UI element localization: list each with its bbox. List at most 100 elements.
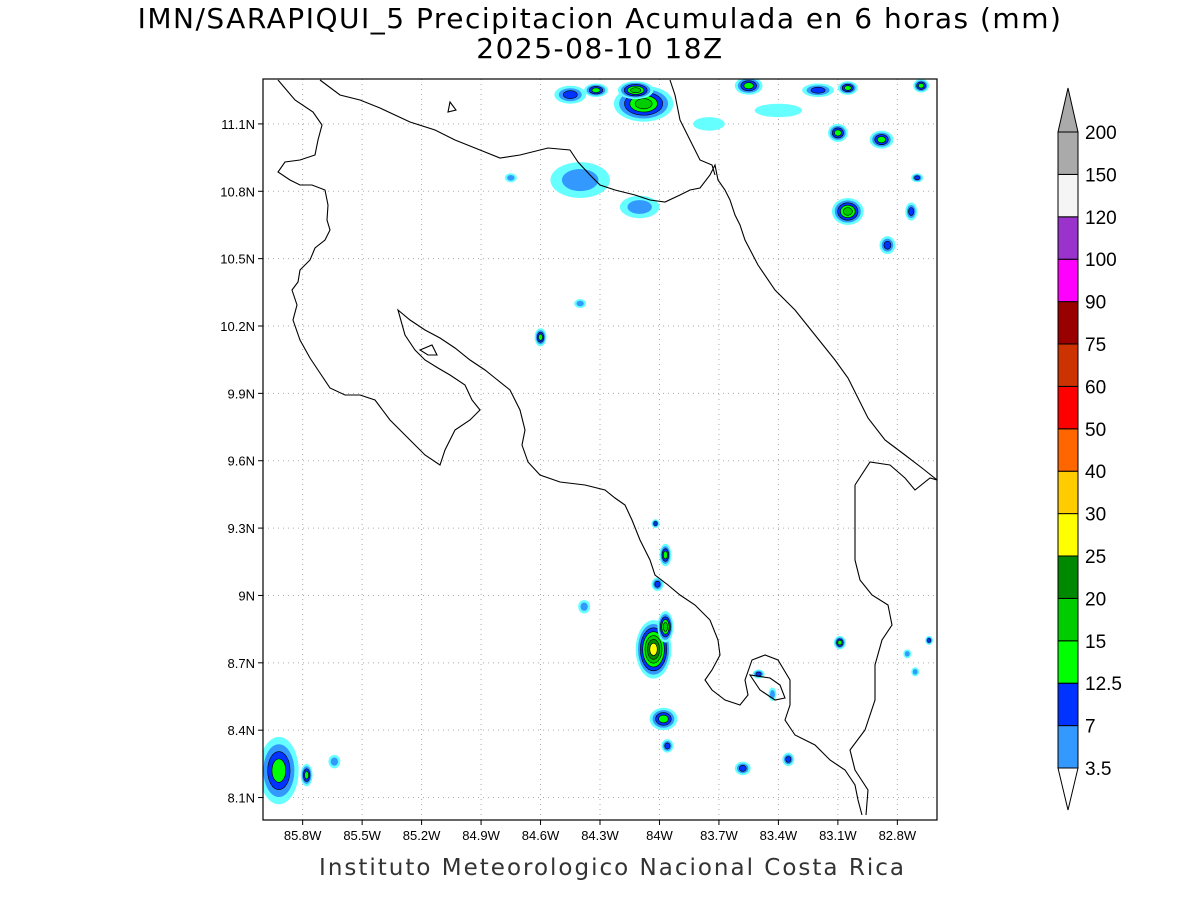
precip-contour [908, 207, 915, 216]
precip-contour [738, 765, 747, 772]
precip-cell [833, 635, 846, 650]
colorbar-segment [1057, 428, 1079, 472]
precip-contour [627, 200, 652, 214]
precip-contour [330, 757, 339, 766]
lat-tick-label: 9.9N [228, 386, 255, 401]
precip-contour [883, 240, 892, 250]
lat-tick-label: 8.4N [228, 723, 255, 738]
precip-cell [869, 130, 894, 149]
colorbar-segment [1057, 173, 1079, 218]
precip-contour [877, 136, 886, 144]
precip-contour [507, 175, 515, 181]
lat-tick-label: 9N [238, 588, 255, 603]
precip-contour [580, 602, 588, 611]
precip-cell [754, 103, 803, 118]
precip-cell [913, 79, 930, 93]
lon-tick-label: 84W [646, 828, 673, 843]
small-island [447, 100, 457, 113]
colorbar-segment [1057, 385, 1079, 430]
golfito-bay [748, 674, 786, 701]
map-title: IMN/SARAPIQUI_5 Precipitacion Acumulada … [137, 2, 1063, 35]
colorbar-bottom-arrow [1057, 767, 1079, 811]
colorbar-label: 20 [1085, 589, 1106, 610]
precip-contour [562, 90, 578, 100]
precip-contour [576, 300, 584, 307]
lon-tick-label: 84.3W [581, 828, 619, 843]
lat-tick-label: 9.6N [228, 454, 255, 469]
precip-cell [734, 79, 763, 95]
colorbar-label: 12.5 [1085, 674, 1122, 695]
colorbar-label: 75 [1085, 335, 1106, 356]
precip-contour [834, 129, 842, 137]
colorbar-segment [1057, 682, 1079, 727]
precip-contour [591, 87, 601, 93]
precip-cell [657, 611, 674, 643]
lon-tick-label: 85.8W [284, 828, 322, 843]
precip-cell [925, 635, 934, 645]
lat-tick-label: 10.8N [220, 184, 255, 199]
colorbar-segment [1057, 513, 1079, 557]
colorbar-label: 50 [1085, 420, 1106, 441]
colorbar-label: 90 [1085, 293, 1106, 314]
precip-contour [927, 638, 932, 643]
precip-contour [630, 87, 642, 94]
precip-cell [782, 752, 795, 767]
colorbar-segment [1057, 470, 1079, 515]
colorbar-label: 30 [1085, 505, 1106, 526]
precip-cell [578, 599, 591, 614]
precip-cell [659, 543, 672, 567]
colorbar-label: 25 [1085, 547, 1106, 568]
axis-ticks: 85.8W 85.5W 85.2W 84.9W 84.6W 84.3W 84W 83.7W 83… [220, 117, 917, 843]
precip-contour [538, 333, 543, 341]
precip-cell [693, 117, 725, 131]
precip-contour [754, 103, 803, 118]
precip-cell [554, 85, 587, 104]
precip-cell [827, 123, 848, 142]
colorbar-segment [1057, 131, 1079, 175]
colorbar-label: 150 [1085, 165, 1117, 186]
precip-cell [617, 81, 654, 100]
precip-cell [903, 649, 912, 659]
precip-cell [550, 162, 610, 199]
lat-tick-label: 10.5N [220, 252, 255, 267]
colorbar-segment [1057, 597, 1079, 642]
precip-cell [263, 736, 299, 805]
lon-tick-label: 83.4W [760, 828, 798, 843]
lat-tick-label: 8.1N [228, 791, 255, 806]
precip-contour [837, 639, 843, 646]
colorbar-segment [1057, 640, 1079, 684]
precip-cell [734, 761, 751, 776]
precip-cell [504, 173, 517, 183]
precip-cell [651, 519, 660, 529]
colorbar-label: 15 [1085, 632, 1106, 653]
lat-tick-label: 10.2N [220, 319, 255, 334]
colorbar-label: 3.5 [1085, 759, 1111, 780]
precip-contour [785, 756, 792, 763]
precip-contour [918, 83, 925, 89]
colorbar-label: 60 [1085, 377, 1106, 398]
colorbar-segment [1057, 301, 1079, 345]
colorbar-segment [1057, 258, 1079, 303]
precip-cell [661, 739, 674, 753]
san-juan-river-border [669, 79, 716, 176]
coastlines [277, 79, 937, 816]
lon-tick-label: 85.2W [403, 828, 441, 843]
colorbar-segment [1057, 216, 1079, 260]
precip-contour [663, 550, 668, 560]
precip-cell [300, 763, 313, 787]
precip-cell [879, 236, 896, 255]
lon-tick-label: 83.7W [700, 828, 738, 843]
precip-contour [904, 651, 910, 657]
colorbar-label: 7 [1085, 717, 1096, 738]
credit-text: Instituto Meteorologico Nacional Costa R… [319, 855, 906, 881]
precip-contour [664, 742, 671, 750]
colorbar-label: 200 [1085, 123, 1117, 144]
precip-cell [649, 707, 678, 731]
precip-cell [831, 198, 864, 225]
lon-tick-label: 83.1W [819, 828, 857, 843]
precip-contour [842, 207, 853, 216]
colorbar-segment [1057, 555, 1079, 599]
lon-tick-label: 82.8W [879, 828, 917, 843]
precip-contour [693, 117, 725, 131]
precip-contour [662, 622, 668, 632]
